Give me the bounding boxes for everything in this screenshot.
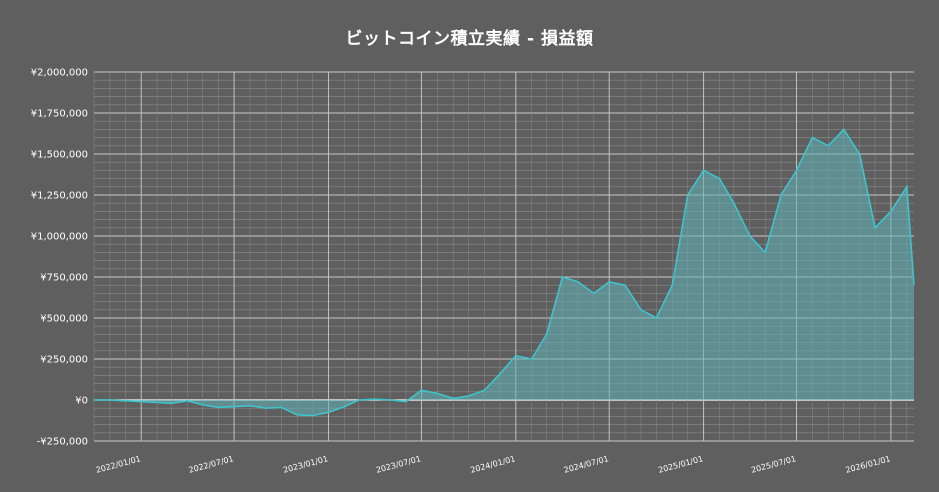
y-tick-label: ¥750,000: [40, 273, 88, 284]
y-tick-label: ¥0: [75, 396, 88, 407]
series-area: [94, 129, 914, 416]
x-tick-label: 2022/01/01: [95, 454, 142, 475]
x-tick-label: 2022/07/01: [188, 454, 235, 475]
y-tick-label: ¥500,000: [40, 314, 88, 325]
x-tick-label: 2023/01/01: [282, 454, 329, 475]
series-line: [94, 128, 915, 417]
x-tick-label: 2024/01/01: [469, 454, 516, 475]
x-tick-label: 2025/01/01: [657, 454, 704, 475]
y-tick-label: ¥250,000: [40, 355, 88, 366]
y-tick-label: ¥1,500,000: [31, 150, 88, 161]
y-tick-label: ¥2,000,000: [31, 68, 88, 79]
y-tick-label: ¥1,000,000: [31, 232, 88, 243]
y-tick-label: -¥250,000: [37, 437, 88, 448]
y-tick-label: ¥1,750,000: [31, 109, 88, 120]
y-tick-label: ¥1,250,000: [31, 191, 88, 202]
x-tick-label: 2023/07/01: [375, 454, 422, 475]
x-tick-label: 2025/07/01: [750, 454, 797, 475]
chart-title: ビットコイン積立実績 - 損益額: [345, 29, 594, 49]
x-tick-label: 2026/01/01: [845, 454, 892, 475]
x-tick-label: 2024/07/01: [563, 454, 610, 475]
